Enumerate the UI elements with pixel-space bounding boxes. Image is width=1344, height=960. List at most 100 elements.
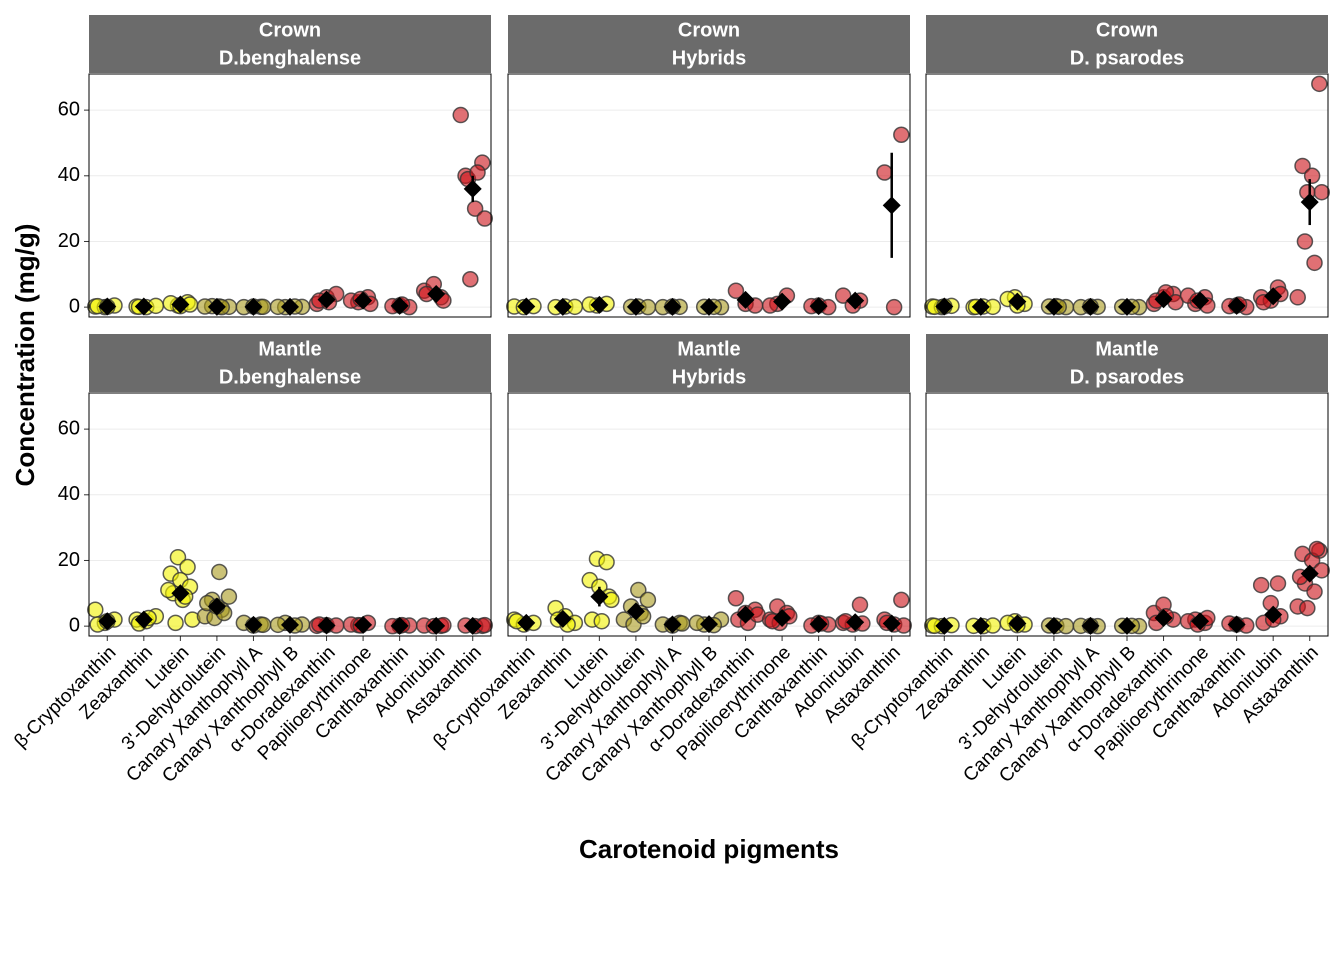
category-group [452, 106, 493, 288]
y-tick-label: 40 [58, 483, 80, 505]
mean-marker [1264, 605, 1283, 624]
mean-marker [1154, 608, 1173, 627]
strip-label: Mantle [258, 338, 321, 360]
mean-marker [773, 292, 792, 311]
panel [926, 74, 1328, 317]
panel [926, 393, 1328, 636]
point [1311, 75, 1328, 93]
strip-label: Crown [259, 19, 321, 41]
point [1299, 599, 1316, 617]
mean-marker [517, 297, 536, 316]
mean-marker [1300, 564, 1319, 583]
mean-marker [590, 295, 609, 314]
mean-marker [809, 297, 828, 316]
mean-marker [590, 587, 609, 606]
mean-marker [1044, 297, 1063, 316]
mean-marker [390, 296, 409, 315]
mean-marker [935, 616, 954, 635]
mean-marker [517, 613, 536, 632]
mean-marker [1191, 291, 1210, 310]
point [893, 591, 910, 609]
mean-marker [244, 297, 263, 316]
strip-label: D. psarodes [1070, 47, 1184, 69]
mean-marker [1191, 612, 1210, 631]
mean-marker [390, 616, 409, 635]
mean-marker [281, 297, 299, 316]
strip [926, 15, 1328, 73]
strip-label: Crown [1096, 19, 1158, 41]
mean-marker [663, 297, 682, 316]
mean-marker [1264, 287, 1283, 306]
point [598, 553, 615, 571]
category-group [160, 548, 201, 632]
y-tick-label: 0 [69, 614, 80, 636]
y-tick-label: 60 [58, 417, 80, 439]
strip [89, 334, 491, 392]
point [885, 298, 903, 316]
mean-marker [1118, 616, 1136, 635]
y-tick-label: 20 [58, 230, 80, 252]
panel [508, 74, 910, 317]
point [220, 588, 238, 605]
panel-border [925, 73, 1329, 318]
mean-marker [773, 608, 792, 627]
point [1296, 233, 1314, 250]
mean-marker [935, 297, 954, 316]
mean-marker [98, 297, 117, 316]
point [1306, 254, 1323, 272]
mean-marker [134, 610, 153, 629]
strip [926, 334, 1328, 392]
mean-marker [1081, 297, 1100, 316]
category-group [876, 126, 910, 316]
point [466, 200, 484, 217]
mean-marker [626, 297, 645, 316]
mean-marker [1008, 292, 1027, 311]
mean-marker [171, 295, 190, 314]
point [639, 591, 657, 609]
panel-border [925, 392, 1329, 637]
mean-marker [809, 615, 828, 634]
mean-marker [463, 616, 482, 635]
y-tick-label: 40 [58, 164, 80, 186]
y-tick-label: 20 [58, 549, 80, 571]
mean-marker [553, 609, 572, 628]
mean-marker [281, 615, 299, 634]
point [1252, 576, 1270, 594]
category-group [1289, 75, 1330, 306]
mean-marker [846, 613, 865, 632]
point [169, 548, 187, 566]
panel-border [88, 73, 492, 318]
mean-marker [134, 297, 153, 316]
mean-marker [1008, 614, 1027, 633]
mean-marker [244, 615, 263, 634]
point [1303, 167, 1321, 185]
panel [89, 393, 491, 636]
panel [508, 393, 910, 636]
panel-border [507, 73, 911, 318]
mean-marker [207, 297, 226, 316]
mean-marker [1227, 296, 1246, 315]
y-axis-title: Concentration (mg/g) [10, 224, 40, 487]
point [893, 126, 910, 143]
point [1306, 583, 1323, 600]
mean-marker [736, 605, 755, 624]
strip-label: D.benghalense [219, 366, 361, 388]
mean-marker [1300, 193, 1319, 212]
point [876, 164, 893, 181]
strip [508, 334, 910, 392]
mean-marker [317, 290, 336, 309]
mean-marker [463, 179, 482, 198]
mean-marker [736, 290, 755, 309]
point [1289, 289, 1306, 306]
panel-border [507, 392, 911, 637]
point [167, 614, 184, 632]
strip-label: Hybrids [672, 47, 746, 69]
point [727, 589, 745, 607]
strip-label: Hybrids [672, 366, 746, 388]
strip-label: Crown [678, 19, 740, 41]
panel [89, 74, 491, 317]
point [211, 563, 228, 581]
mean-marker [882, 196, 901, 215]
point [727, 282, 745, 299]
